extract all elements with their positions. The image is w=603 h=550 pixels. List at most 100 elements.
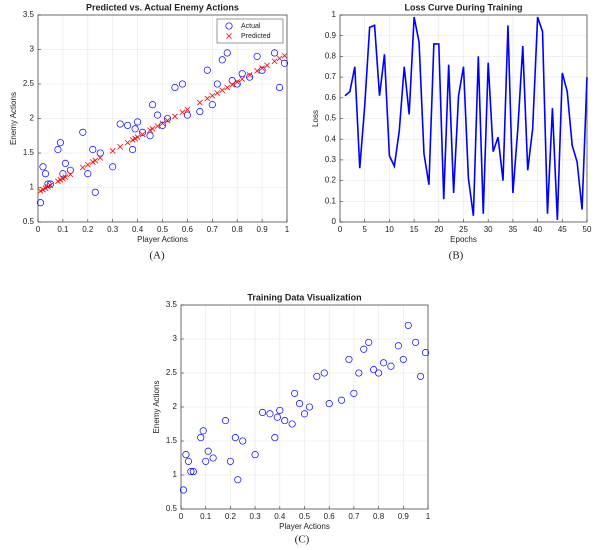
marker-x bbox=[281, 52, 288, 59]
marker-circle bbox=[239, 437, 247, 445]
marker-circle bbox=[375, 369, 383, 377]
marker-x bbox=[219, 87, 226, 94]
marker-circle bbox=[360, 345, 368, 353]
y-tick-label: 0.5 bbox=[166, 504, 178, 513]
marker-circle bbox=[355, 369, 363, 377]
x-tick-label: 0.4 bbox=[132, 225, 144, 234]
marker-circle bbox=[158, 121, 167, 129]
y-tick-label: 2 bbox=[173, 402, 178, 411]
marker-circle bbox=[153, 111, 162, 119]
marker-x bbox=[109, 148, 116, 154]
marker-circle bbox=[394, 342, 402, 350]
legend-marker bbox=[225, 22, 233, 30]
x-tick-label: 0 bbox=[179, 512, 184, 521]
y-tick-label: 1 bbox=[332, 10, 337, 19]
caption: (B) bbox=[449, 250, 464, 262]
marker-x bbox=[134, 134, 141, 141]
marker-circle bbox=[258, 408, 267, 416]
marker-x bbox=[154, 123, 161, 129]
x-tick-label: 0 bbox=[36, 225, 41, 234]
marker-circle bbox=[275, 83, 284, 92]
marker-x bbox=[229, 81, 236, 88]
marker-x bbox=[124, 139, 131, 146]
marker-circle bbox=[178, 80, 186, 88]
marker-circle bbox=[345, 355, 353, 363]
marker-circle bbox=[41, 170, 50, 178]
marker-circle bbox=[234, 476, 242, 484]
y-axis-label: Enemy Actions bbox=[152, 381, 161, 434]
marker-circle bbox=[251, 451, 259, 459]
y-tick-label: 3.5 bbox=[166, 300, 178, 309]
y-tick-label: 0.4 bbox=[325, 134, 337, 143]
marker-x bbox=[246, 72, 253, 78]
x-tick-label: 25 bbox=[459, 225, 468, 234]
y-tick-label: 1 bbox=[173, 470, 178, 479]
marker-x bbox=[139, 131, 146, 138]
marker-x bbox=[159, 120, 166, 127]
marker-circle bbox=[421, 349, 430, 357]
marker-circle bbox=[291, 389, 299, 397]
marker-x bbox=[184, 106, 191, 113]
marker-circle bbox=[370, 366, 378, 374]
y-tick-label: 0.7 bbox=[325, 72, 337, 81]
marker-circle bbox=[223, 49, 231, 57]
x-tick-label: 0.8 bbox=[373, 512, 385, 521]
marker-circle bbox=[266, 410, 274, 418]
x-tick-label: 0.2 bbox=[225, 512, 237, 521]
legend-box bbox=[216, 18, 284, 44]
x-tick-label: 0 bbox=[338, 225, 343, 234]
marker-circle bbox=[39, 163, 47, 171]
marker-x bbox=[79, 164, 86, 171]
marker-x bbox=[67, 171, 74, 178]
y-tick-label: 0.3 bbox=[325, 155, 337, 164]
chart-title: Training Data Visualization bbox=[247, 292, 361, 302]
axes-box bbox=[339, 14, 588, 223]
x-tick-label: 20 bbox=[434, 225, 443, 234]
x-tick-label: 0.9 bbox=[398, 512, 410, 521]
marker-circle bbox=[313, 372, 321, 380]
marker-circle bbox=[365, 338, 373, 346]
x-tick-label: 1 bbox=[285, 225, 290, 234]
y-tick-label: 0 bbox=[332, 217, 337, 226]
marker-circle bbox=[387, 362, 395, 370]
marker-circle bbox=[46, 180, 55, 188]
caption: (C) bbox=[295, 534, 310, 546]
marker-x bbox=[204, 95, 211, 102]
x-tick-label: 0.7 bbox=[348, 512, 360, 521]
y-tick-label: 1 bbox=[30, 183, 35, 192]
x-tick-label: 10 bbox=[385, 225, 394, 234]
marker-circle bbox=[208, 101, 216, 109]
marker-circle bbox=[54, 146, 62, 154]
marker-circle bbox=[276, 406, 284, 414]
legend-marker bbox=[226, 33, 232, 39]
marker-circle bbox=[203, 66, 211, 74]
x-tick-label: 0.8 bbox=[232, 225, 244, 234]
marker-x bbox=[62, 174, 69, 181]
y-axis-label: Loss bbox=[311, 110, 320, 127]
marker-circle bbox=[148, 101, 157, 109]
y-tick-label: 2 bbox=[30, 114, 35, 123]
x-tick-label: 40 bbox=[533, 225, 542, 234]
marker-circle bbox=[91, 188, 99, 196]
marker-circle bbox=[199, 427, 207, 435]
y-tick-label: 2.5 bbox=[23, 79, 35, 88]
marker-circle bbox=[171, 83, 179, 92]
marker-circle bbox=[134, 118, 142, 126]
y-tick-label: 0.5 bbox=[325, 114, 337, 123]
x-tick-label: 0.3 bbox=[250, 512, 262, 521]
marker-circle bbox=[350, 389, 358, 397]
marker-circle bbox=[258, 66, 266, 74]
marker-circle bbox=[270, 49, 279, 57]
marker-circle bbox=[412, 338, 420, 346]
axes-box bbox=[37, 14, 288, 223]
x-axis-label: Player Actions bbox=[137, 235, 188, 244]
y-tick-label: 1.5 bbox=[166, 436, 178, 445]
marker-circle bbox=[288, 420, 296, 428]
x-tick-label: 45 bbox=[558, 225, 567, 234]
marker-circle bbox=[179, 486, 188, 494]
marker-circle bbox=[213, 80, 221, 88]
x-tick-label: 0.5 bbox=[299, 512, 311, 521]
marker-circle bbox=[59, 170, 67, 178]
y-tick-label: 0.5 bbox=[23, 217, 35, 226]
marker-circle bbox=[96, 149, 104, 157]
